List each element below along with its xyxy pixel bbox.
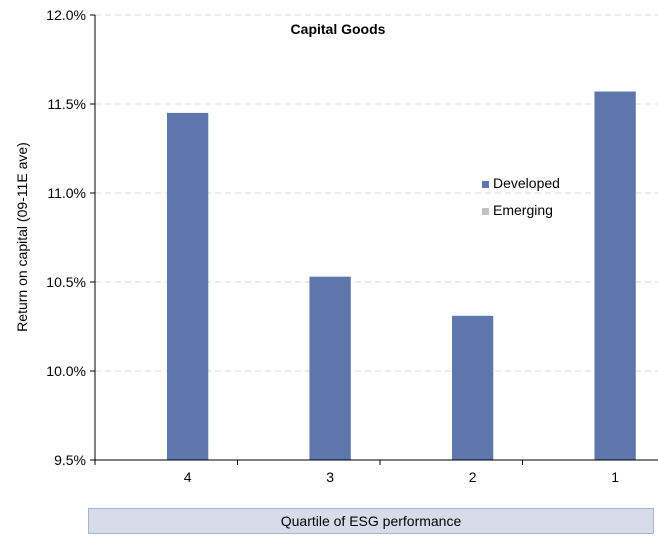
x-tick-label: 2 [469, 469, 477, 485]
x-ticks: 4 3 2 1 [94, 460, 619, 485]
y-tick-label: 12.0% [46, 7, 86, 23]
y-ticks: 9.5% 10.0% 10.5% 11.0% 11.5% 12.0% [46, 7, 95, 468]
y-tick-label: 11.0% [47, 185, 86, 201]
legend-swatch-emerging [482, 208, 489, 215]
legend-label-developed: Developed [493, 175, 560, 191]
bar-developed-4 [166, 112, 209, 461]
x-axis-label: Quartile of ESG performance [88, 508, 654, 534]
y-tick-label: 10.5% [46, 274, 86, 290]
legend: Developed Emerging [482, 175, 560, 218]
legend-label-emerging: Emerging [493, 202, 553, 218]
bar-developed-3 [309, 276, 351, 460]
bar-developed-2 [451, 315, 494, 460]
y-tick-label: 9.5% [54, 452, 86, 468]
x-tick-label: 4 [184, 469, 192, 485]
x-tick-label: 1 [611, 469, 619, 485]
bars [166, 91, 636, 461]
bar-developed-1 [594, 91, 636, 460]
y-tick-label: 11.5% [47, 96, 86, 112]
x-tick-label: 3 [326, 469, 334, 485]
chart-title: Capital Goods [291, 21, 386, 37]
legend-swatch-developed [482, 181, 489, 188]
y-axis-label: Return on capital (09-11E ave) [14, 142, 30, 332]
y-tick-label: 10.0% [46, 363, 86, 379]
